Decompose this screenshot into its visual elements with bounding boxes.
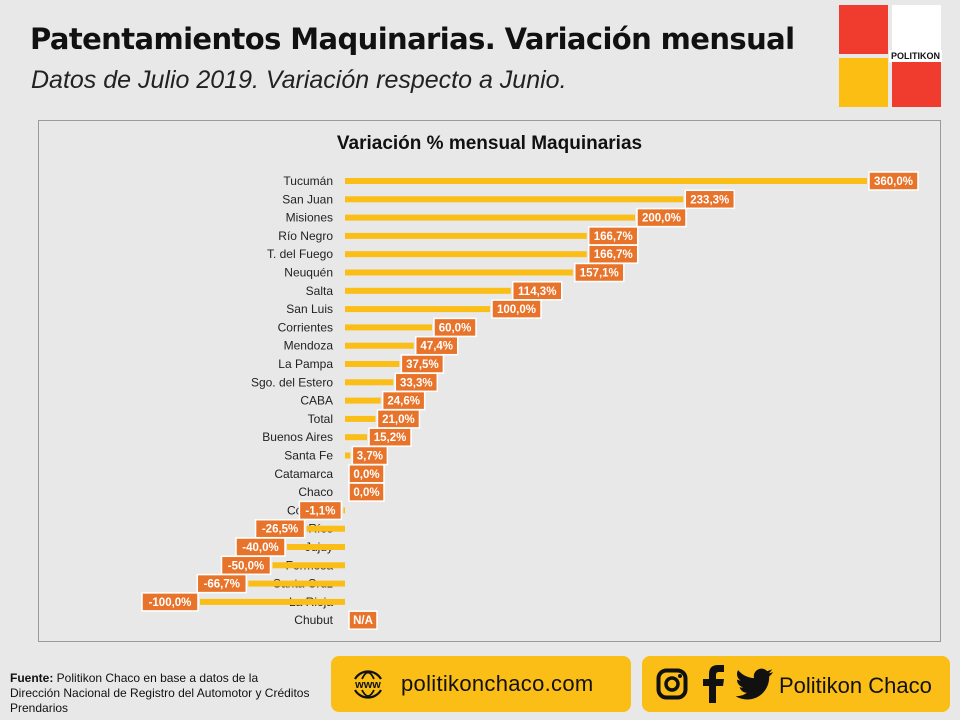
- data-label-box: [636, 207, 687, 228]
- category-label: La Pampa: [278, 357, 333, 371]
- bar: [306, 525, 345, 532]
- bar: [345, 379, 394, 386]
- data-label-box: [491, 299, 542, 319]
- data-label: 157,1%: [580, 268, 619, 280]
- category-label: Salta: [306, 284, 334, 298]
- globe-icon: www: [354, 670, 382, 699]
- category-label: Mendoza: [284, 339, 334, 353]
- website-link[interactable]: politikonchaco.com: [401, 671, 594, 696]
- category-label: Tucumán: [283, 174, 333, 188]
- logo-text: POLITIKON: [889, 50, 942, 62]
- twitter-icon[interactable]: [736, 668, 774, 700]
- bar: [345, 269, 573, 276]
- category-label: Buenos Aires: [262, 430, 333, 444]
- data-label-box: [368, 427, 412, 447]
- bar: [345, 214, 635, 221]
- data-label: 24,6%: [387, 396, 420, 408]
- category-label: Chaco: [298, 485, 333, 499]
- bar: [200, 598, 345, 605]
- page-title: Patentamientos Maquinarias. Variación me…: [30, 22, 795, 56]
- data-label: 100,0%: [497, 304, 536, 316]
- bar: [345, 287, 511, 294]
- data-label: 37,5%: [406, 359, 439, 371]
- data-label: 47,4%: [420, 341, 453, 353]
- data-label: 360,0%: [874, 176, 913, 188]
- data-label-box: [298, 500, 343, 521]
- category-label: San Juan: [282, 192, 333, 206]
- data-label-box: [141, 592, 199, 612]
- data-label: -40,0%: [242, 542, 278, 554]
- data-label: -50,0%: [228, 560, 264, 572]
- data-label-box: [348, 610, 378, 630]
- www-text: www: [354, 679, 381, 691]
- data-label: 114,3%: [518, 286, 556, 298]
- data-label: 33,3%: [400, 377, 433, 389]
- bar: [345, 251, 587, 258]
- bar: [287, 544, 345, 550]
- bar: [345, 342, 414, 349]
- bar: [345, 196, 684, 203]
- chart-container: Variación % mensual Maquinarias Tucumán 3…: [38, 120, 941, 642]
- data-label-box: [868, 171, 919, 191]
- category-label: Neuquén: [284, 266, 333, 280]
- source-text: Politikon Chaco en base a datos de la Di…: [10, 671, 310, 715]
- data-label: 233,3%: [690, 194, 729, 206]
- data-label-box: [348, 482, 385, 502]
- data-label: 0,0%: [353, 487, 379, 499]
- category-label: Santa Fe: [284, 449, 333, 463]
- source-note: Fuente: Politikon Chaco en base a datos …: [10, 671, 310, 716]
- bar: [345, 415, 376, 422]
- data-label: 200,0%: [642, 213, 681, 225]
- data-label: -1,1%: [305, 505, 335, 517]
- category-label: San Luis: [286, 302, 333, 316]
- category-label: Chubut: [294, 613, 333, 627]
- data-label: -100,0%: [149, 597, 192, 609]
- bar: [345, 306, 490, 313]
- bar: [345, 397, 381, 404]
- category-label: CABA: [300, 394, 333, 408]
- source-label: Fuente:: [10, 671, 54, 685]
- bar: [345, 452, 351, 459]
- data-label: 60,0%: [439, 322, 472, 334]
- data-label: 0,0%: [353, 469, 379, 481]
- bar: [272, 562, 345, 569]
- category-label: Sgo. del Estero: [251, 375, 333, 389]
- bar: [345, 324, 432, 331]
- data-label: 21,0%: [382, 414, 415, 426]
- data-label: 15,2%: [374, 432, 407, 444]
- data-label: 166,7%: [594, 231, 633, 243]
- bar: [345, 434, 368, 441]
- data-label-box: [196, 573, 248, 594]
- category-label: Misiones: [286, 211, 333, 225]
- bar: [248, 580, 345, 587]
- data-label: -66,7%: [204, 579, 240, 591]
- data-label: N/A: [353, 615, 373, 627]
- social-handle: Politikon Chaco: [779, 673, 932, 698]
- data-label: 166,7%: [594, 249, 633, 261]
- category-label: Total: [308, 412, 333, 426]
- category-label: Corrientes: [278, 320, 333, 334]
- data-label-box: [574, 262, 625, 283]
- bar: [343, 507, 345, 514]
- bar-chart: Tucumán 360,0% San Juan 233,3% Misiones 200,0…: [141, 171, 919, 630]
- instagram-icon[interactable]: [656, 668, 688, 700]
- bar: [345, 178, 867, 184]
- category-label: Catamarca: [274, 467, 333, 481]
- politikon-logo: POLITIKON: [839, 5, 942, 107]
- chart-title: Variación % mensual Maquinarias: [336, 133, 643, 154]
- facebook-icon[interactable]: [702, 665, 726, 703]
- data-label: -26,5%: [262, 524, 298, 536]
- bar: [345, 361, 400, 367]
- category-label: T. del Fuego: [267, 247, 333, 261]
- bar: [345, 232, 587, 239]
- data-label-box: [684, 189, 736, 210]
- social-banner: Politikon Chaco: [642, 656, 950, 712]
- category-label: Río Negro: [278, 229, 333, 243]
- website-banner[interactable]: www politikonchaco.com: [331, 656, 631, 712]
- data-label: 3,7%: [357, 451, 383, 463]
- page-subtitle: Datos de Julio 2019. Variación respecto …: [31, 66, 567, 94]
